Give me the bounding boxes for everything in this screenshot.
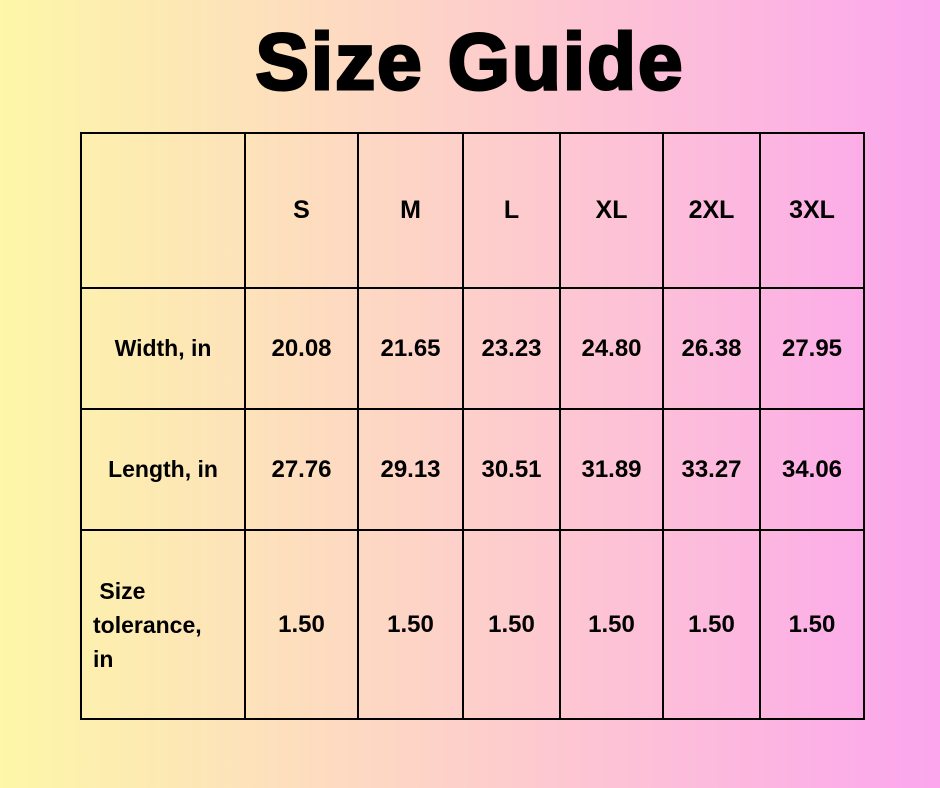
- cell-width-l: 23.23: [462, 287, 561, 410]
- cell-width-m: 21.65: [357, 287, 464, 410]
- cell-length-s: 27.76: [244, 408, 359, 531]
- header-cell-l: L: [462, 132, 561, 289]
- table-header-row: S M L XL 2XL 3XL: [80, 132, 865, 289]
- header-cell-m: M: [357, 132, 464, 289]
- cell-length-l: 30.51: [462, 408, 561, 531]
- cell-width-xl: 24.80: [559, 287, 664, 410]
- cell-tolerance-xl: 1.50: [559, 529, 664, 720]
- row-label-width: Width, in: [80, 287, 246, 410]
- header-cell-xl: XL: [559, 132, 664, 289]
- header-cell-empty: [80, 132, 246, 289]
- cell-tolerance-2xl: 1.50: [662, 529, 761, 720]
- header-cell-2xl: 2XL: [662, 132, 761, 289]
- table-row-size-tolerance: Size tolerance, in 1.50 1.50 1.50 1.50 1…: [80, 529, 865, 720]
- table-row-length: Length, in 27.76 29.13 30.51 31.89 33.27…: [80, 408, 865, 531]
- cell-width-3xl: 27.95: [759, 287, 865, 410]
- cell-length-m: 29.13: [357, 408, 464, 531]
- cell-length-2xl: 33.27: [662, 408, 761, 531]
- header-cell-3xl: 3XL: [759, 132, 865, 289]
- cell-length-3xl: 34.06: [759, 408, 865, 531]
- cell-tolerance-l: 1.50: [462, 529, 561, 720]
- cell-tolerance-s: 1.50: [244, 529, 359, 720]
- cell-width-s: 20.08: [244, 287, 359, 410]
- table-row-width: Width, in 20.08 21.65 23.23 24.80 26.38 …: [80, 287, 865, 410]
- size-guide-table: S M L XL 2XL 3XL Width, in 20.08 21.65 2…: [80, 132, 865, 720]
- header-cell-s: S: [244, 132, 359, 289]
- row-label-size-tolerance: Size tolerance, in: [80, 529, 246, 720]
- page-title: Size Guide: [254, 17, 685, 106]
- cell-tolerance-m: 1.50: [357, 529, 464, 720]
- row-label-length: Length, in: [80, 408, 246, 531]
- cell-tolerance-3xl: 1.50: [759, 529, 865, 720]
- cell-length-xl: 31.89: [559, 408, 664, 531]
- cell-width-2xl: 26.38: [662, 287, 761, 410]
